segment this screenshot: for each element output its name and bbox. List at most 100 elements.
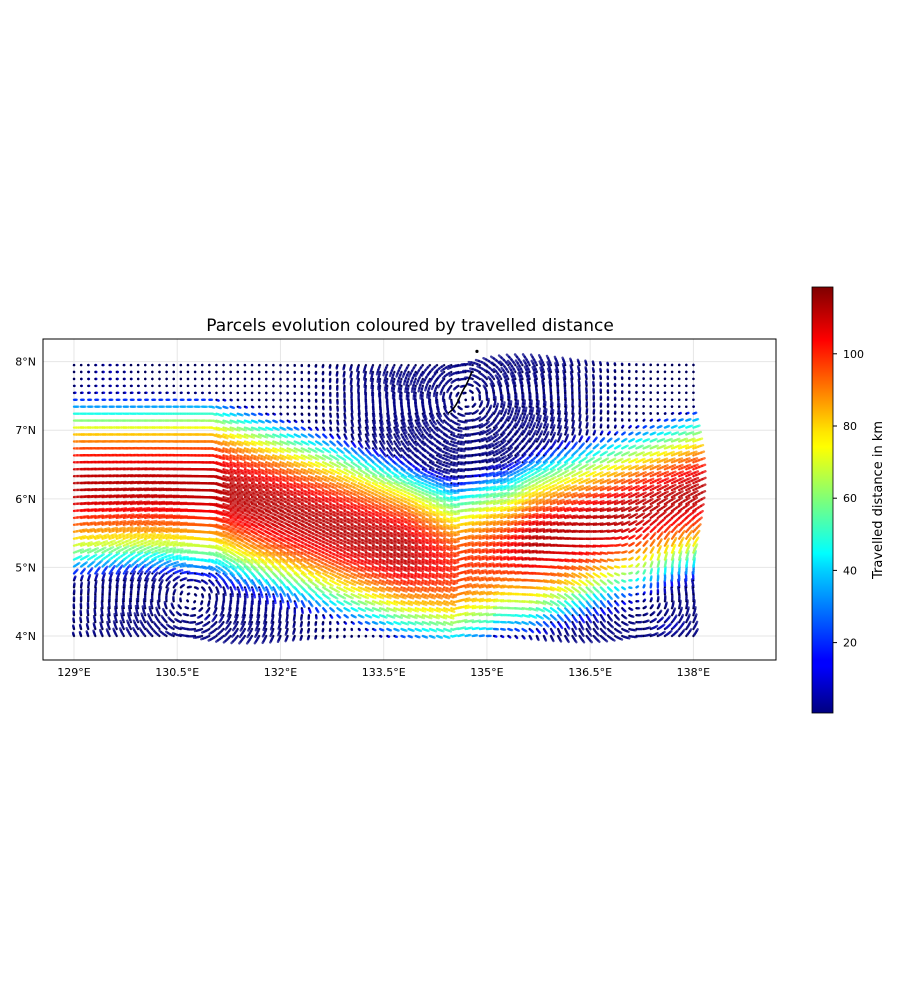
parcel-track-segment bbox=[216, 625, 221, 630]
parcel-point bbox=[535, 614, 538, 617]
parcel-point bbox=[464, 628, 467, 630]
parcel-point bbox=[450, 607, 453, 610]
parcel-point bbox=[564, 628, 567, 630]
parcel-point bbox=[137, 565, 140, 568]
parcel-point bbox=[372, 614, 374, 617]
parcel-point bbox=[322, 572, 325, 575]
parcel-point bbox=[208, 579, 211, 582]
parcel-track-segment bbox=[609, 618, 614, 622]
parcel-point bbox=[656, 621, 659, 623]
parcel-track-segment bbox=[610, 581, 614, 585]
parcel-point bbox=[450, 635, 453, 637]
parcel-point bbox=[457, 565, 460, 568]
parcel-point bbox=[436, 628, 438, 630]
parcel-track-segment bbox=[392, 609, 397, 613]
parcel-point bbox=[550, 614, 552, 617]
parcel-point bbox=[94, 635, 97, 637]
parcel-point bbox=[514, 635, 517, 637]
parcel-point bbox=[628, 614, 631, 617]
parcel-point bbox=[500, 614, 503, 617]
parcel-point bbox=[329, 621, 332, 623]
parcel-point bbox=[550, 586, 552, 589]
parcel-point bbox=[115, 607, 118, 610]
parcel-point bbox=[621, 586, 624, 589]
parcel-point bbox=[258, 635, 260, 637]
parcel-point bbox=[73, 635, 75, 637]
parcel-track-segment bbox=[569, 597, 574, 601]
parcel-point bbox=[357, 593, 360, 596]
parcel-point bbox=[343, 600, 346, 603]
parcel-track-segment bbox=[218, 584, 223, 589]
parcel-track-segment bbox=[160, 579, 164, 584]
parcel-point bbox=[414, 600, 417, 603]
parcel-point bbox=[514, 579, 517, 582]
parcel-point bbox=[101, 593, 104, 596]
parcel-track-segment bbox=[209, 625, 214, 629]
parcel-point bbox=[357, 579, 360, 582]
parcel-track-segment bbox=[280, 572, 286, 578]
parcel-point bbox=[628, 621, 631, 623]
parcel-track-segment bbox=[584, 567, 589, 572]
parcel-point bbox=[229, 586, 232, 589]
parcel-point bbox=[571, 593, 574, 596]
parcel-point bbox=[130, 572, 132, 575]
parcel-point bbox=[421, 628, 424, 630]
parcel-point bbox=[130, 593, 132, 596]
parcel-point bbox=[187, 593, 189, 596]
parcel-track-segment bbox=[173, 561, 180, 565]
parcel-point bbox=[194, 579, 196, 582]
parcel-point bbox=[122, 621, 125, 623]
parcel-point bbox=[108, 614, 111, 617]
parcel-point bbox=[201, 621, 204, 623]
parcel-point bbox=[564, 565, 567, 568]
parcel-point bbox=[464, 607, 467, 610]
parcel-track-segment bbox=[452, 581, 459, 585]
parcel-point bbox=[400, 614, 403, 617]
parcel-point bbox=[642, 579, 645, 582]
parcel-point bbox=[685, 565, 688, 568]
parcel-track-segment bbox=[160, 552, 167, 557]
parcel-point bbox=[279, 628, 282, 630]
parcel-point bbox=[286, 600, 289, 603]
parcel-point bbox=[73, 586, 75, 589]
parcel-point bbox=[407, 593, 410, 596]
parcel-point bbox=[557, 628, 559, 630]
parcel-track-segment bbox=[336, 583, 342, 587]
parcel-point bbox=[130, 635, 132, 637]
parcel-point bbox=[179, 593, 182, 596]
parcel-point bbox=[365, 614, 367, 617]
parcel-point bbox=[101, 635, 104, 637]
parcel-track-segment bbox=[597, 575, 601, 579]
parcel-point bbox=[94, 607, 97, 610]
parcel-point bbox=[165, 607, 168, 610]
parcel-point bbox=[429, 572, 431, 575]
parcel-point bbox=[656, 635, 659, 637]
parcel-track-segment bbox=[78, 555, 83, 559]
parcel-point bbox=[486, 621, 488, 623]
parcel-point bbox=[293, 628, 296, 630]
parcel-point bbox=[115, 614, 118, 617]
parcel-point bbox=[172, 593, 175, 596]
parcel-track-segment bbox=[173, 588, 177, 593]
parcel-track-segment bbox=[372, 589, 378, 593]
parcel-track-segment bbox=[566, 625, 571, 630]
parcel-point bbox=[300, 600, 303, 603]
parcel-point bbox=[372, 572, 374, 575]
parcel-point bbox=[73, 621, 75, 623]
parcel-track-segment bbox=[472, 590, 479, 594]
parcel-point bbox=[80, 558, 82, 561]
parcel-point bbox=[322, 621, 325, 623]
parcel-point bbox=[172, 607, 175, 610]
parcel-point bbox=[528, 635, 531, 637]
parcel-point bbox=[400, 565, 403, 568]
parcel-track-segment bbox=[91, 560, 96, 564]
parcel-track-segment bbox=[540, 616, 544, 620]
parcel-point bbox=[400, 607, 403, 610]
parcel-track-segment bbox=[427, 622, 432, 626]
parcel-track-segment bbox=[120, 612, 124, 617]
parcel-point bbox=[137, 579, 140, 582]
parcel-track-segment bbox=[431, 589, 437, 593]
parcel-point bbox=[137, 614, 140, 617]
parcel-track-segment bbox=[281, 599, 285, 604]
parcel-point bbox=[421, 607, 424, 610]
